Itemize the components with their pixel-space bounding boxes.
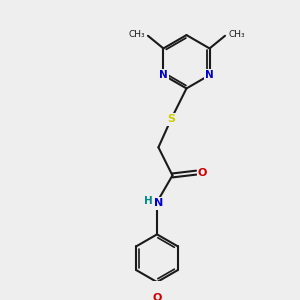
Text: N: N bbox=[154, 199, 163, 208]
Text: CH₃: CH₃ bbox=[128, 30, 145, 39]
Text: S: S bbox=[167, 114, 175, 124]
Text: N: N bbox=[205, 70, 214, 80]
Text: O: O bbox=[198, 168, 207, 178]
Text: H: H bbox=[144, 196, 153, 206]
Text: CH₃: CH₃ bbox=[228, 30, 245, 39]
Text: O: O bbox=[152, 293, 162, 300]
Text: N: N bbox=[159, 70, 168, 80]
